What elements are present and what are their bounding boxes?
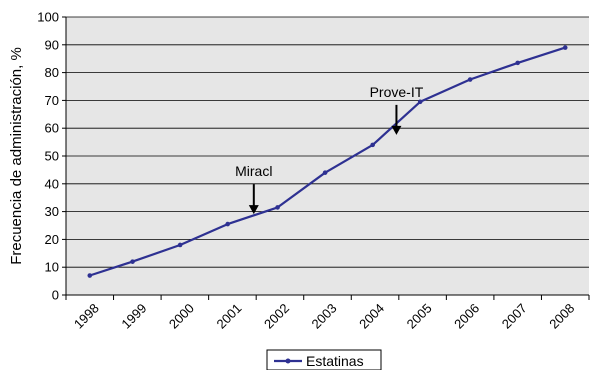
legend-label: Estatinas bbox=[306, 353, 364, 369]
data-point bbox=[417, 99, 423, 105]
y-tick-label: 20 bbox=[45, 232, 59, 247]
data-point bbox=[562, 45, 568, 50]
annotation-label: Miracl bbox=[235, 163, 272, 179]
y-tick-label: 60 bbox=[45, 121, 59, 136]
series-layer bbox=[87, 45, 568, 278]
y-tick-label: 40 bbox=[45, 176, 59, 191]
data-point bbox=[87, 273, 93, 278]
x-tick-label: 2001 bbox=[213, 301, 244, 332]
data-point bbox=[177, 242, 183, 248]
data-point bbox=[322, 170, 328, 175]
annotation-arrow-head bbox=[248, 205, 259, 215]
y-tick-labels: 0 10 20 30 40 50 60 70 80 90 100 bbox=[37, 10, 66, 303]
x-tick-label: 1998 bbox=[71, 301, 102, 332]
data-point bbox=[130, 259, 135, 264]
data-point bbox=[370, 142, 375, 148]
y-axis-label: Frecuencia de administración, % bbox=[8, 47, 25, 265]
x-tick-label: 2005 bbox=[404, 301, 435, 332]
x-tick-label: 2006 bbox=[451, 301, 482, 332]
y-tick-label: 30 bbox=[45, 204, 59, 219]
annotation-arrow-head bbox=[391, 125, 402, 135]
x-tick-label: 2002 bbox=[261, 301, 292, 332]
y-tick-label: 0 bbox=[52, 288, 59, 303]
legend-box bbox=[266, 349, 382, 370]
annotations: Miracl Prove-IT bbox=[235, 84, 424, 215]
legend: Estatinas bbox=[266, 349, 382, 370]
data-point bbox=[467, 77, 473, 82]
y-tick-label: 50 bbox=[45, 149, 59, 164]
data-point bbox=[275, 205, 280, 210]
y-tick-label: 100 bbox=[37, 10, 59, 25]
x-tick-label: 2003 bbox=[309, 301, 340, 332]
y-tick-label: 10 bbox=[45, 260, 59, 275]
x-tick-label: 2004 bbox=[356, 301, 387, 332]
y-tick-label: 90 bbox=[45, 37, 59, 52]
annotation-label: Prove-IT bbox=[370, 84, 424, 100]
y-tick-label: 70 bbox=[45, 93, 59, 108]
x-tick-label: 2008 bbox=[546, 301, 577, 332]
x-tick-label: 2007 bbox=[499, 301, 530, 332]
y-tick-label: 80 bbox=[45, 65, 59, 80]
data-point bbox=[225, 221, 230, 227]
x-tick-label: 2000 bbox=[166, 301, 197, 332]
data-point bbox=[515, 60, 520, 66]
x-tick-labels: 1998 1999 2000 2001 2002 2003 2004 2005 2006 2007… bbox=[65, 295, 590, 332]
legend-marker bbox=[285, 358, 291, 364]
x-tick-label: 1999 bbox=[118, 301, 149, 332]
gridlines bbox=[66, 16, 589, 268]
